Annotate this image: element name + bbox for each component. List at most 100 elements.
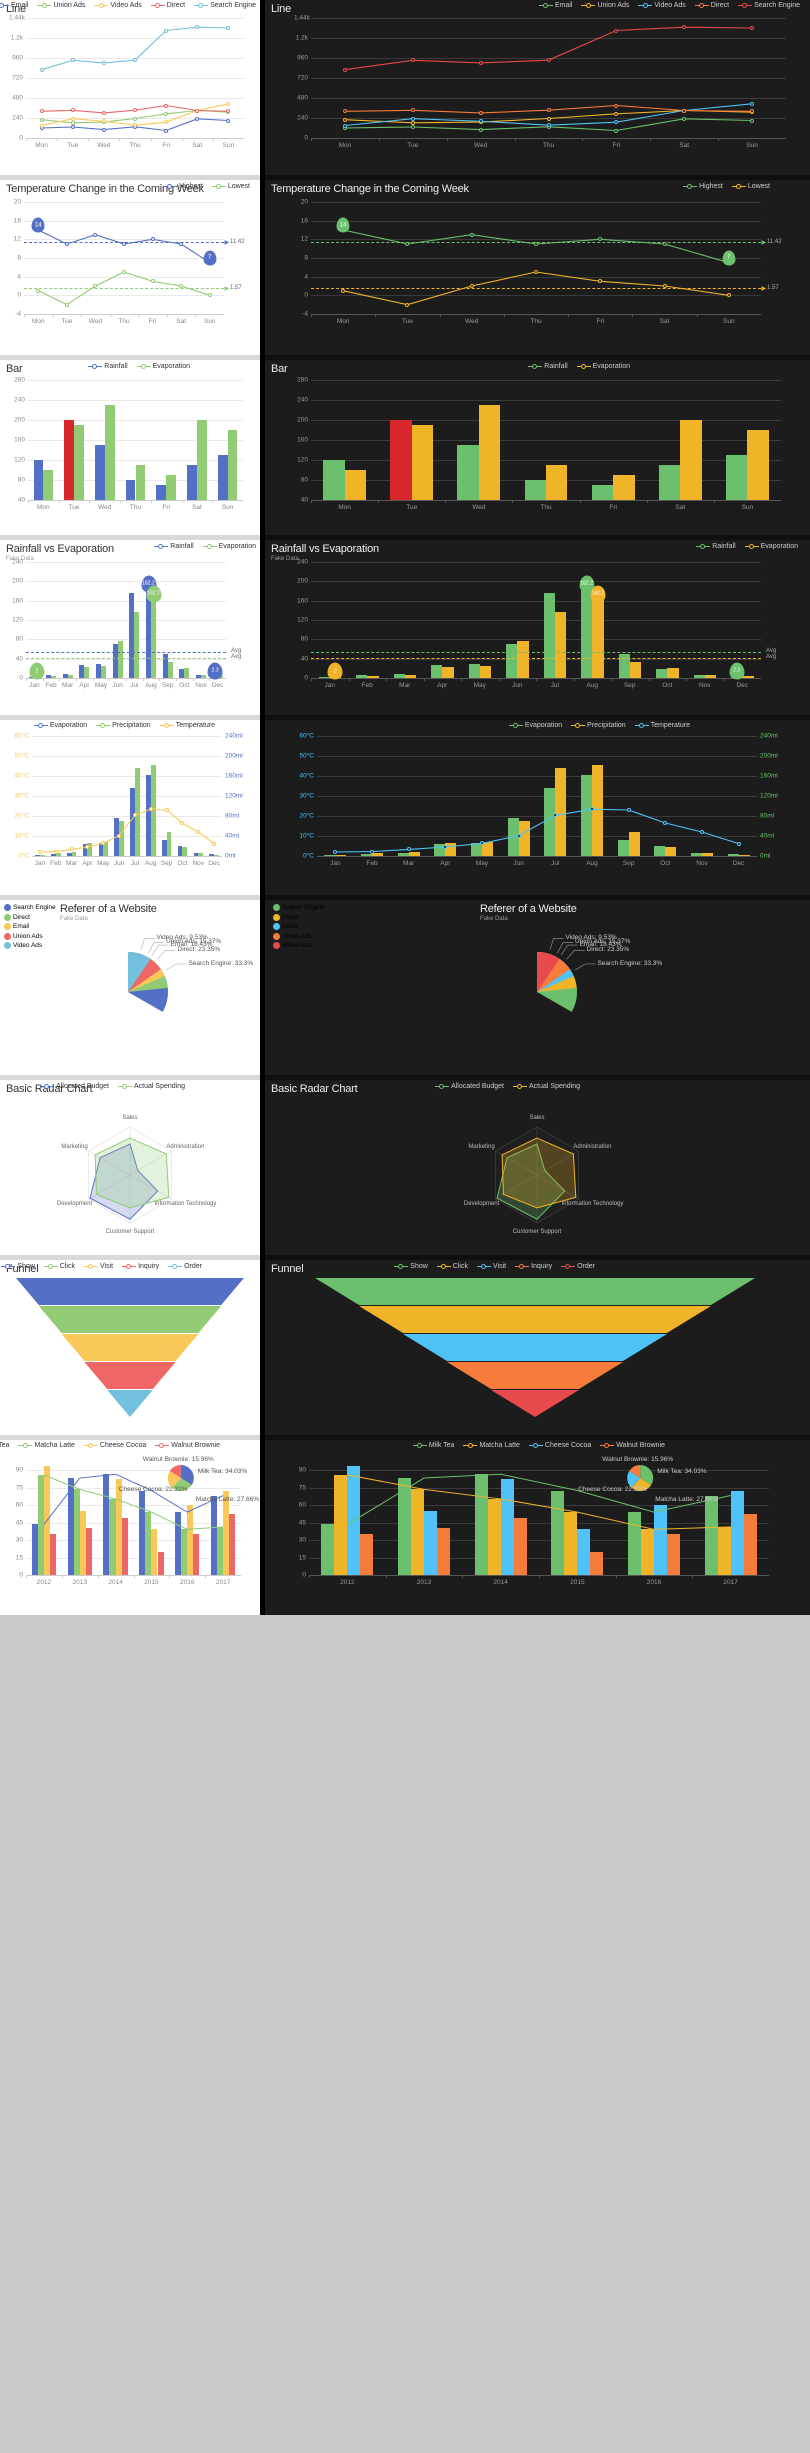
legend-item-matcha-latte[interactable]: Matcha Latte	[18, 1442, 75, 1449]
legend-item-walnut-brownie[interactable]: Walnut Brownie	[600, 1442, 665, 1449]
x-axis-tick: Sun	[723, 318, 735, 325]
legend-item-inquiry[interactable]: Inquiry	[122, 1263, 159, 1270]
legend-item-inquiry[interactable]: Inquiry	[515, 1263, 552, 1270]
legend-item-matcha-latte[interactable]: Matcha Latte	[463, 1442, 520, 1449]
legend-label: Milk Tea	[428, 1442, 455, 1449]
legend-item-evaporation[interactable]: Evaporation	[136, 363, 190, 370]
legend-item-direct[interactable]: Direct	[694, 2, 729, 9]
y-axis-tick: 200	[14, 416, 25, 424]
x-axis-tick: Apr	[437, 682, 448, 689]
legend-item-precipitation[interactable]: Precipitation	[571, 722, 626, 729]
legend-item-order[interactable]: Order	[561, 1263, 595, 1270]
data-point	[101, 127, 106, 132]
legend-item-evaporation[interactable]: Evaporation	[576, 363, 630, 370]
legend-item-evaporation[interactable]: Evaporation	[33, 722, 87, 729]
legend-marker-video-ads	[4, 942, 11, 949]
legend-item-rainfall[interactable]: Rainfall	[696, 543, 736, 550]
y-axis-tick: 15	[298, 1554, 306, 1561]
legend-item-email[interactable]: Email	[538, 2, 572, 9]
legend-item-actual-spending[interactable]: Actual Spending	[118, 1083, 185, 1090]
legend-item-allocated-budget[interactable]: Allocated Budget	[435, 1083, 504, 1090]
x-axis-tick: Jan	[330, 860, 341, 867]
legend-item-email[interactable]: Email	[4, 923, 56, 930]
x-axis-tick: Dec	[208, 860, 220, 867]
legend-item-evaporation[interactable]: Evaporation	[744, 543, 798, 550]
legend-item-video-ads[interactable]: Video Ads	[638, 2, 686, 9]
y-axis-tick: 200	[297, 577, 308, 585]
y-axis-left-tick: 20°C	[14, 812, 29, 820]
legend-item-search-engine[interactable]: Search Engine	[738, 2, 800, 9]
legend-item-highest[interactable]: Highest	[163, 183, 203, 190]
legend-item-union-ads[interactable]: Union Ads	[4, 932, 56, 940]
bar	[665, 846, 677, 856]
legend-item-video-ads[interactable]: Video Ads	[4, 942, 56, 949]
y-axis-right-tick: 240ml	[760, 732, 778, 740]
x-axis-tick-mark	[646, 500, 648, 503]
legend-item-video-ads[interactable]: Video Ads	[94, 2, 142, 9]
mark-line	[311, 288, 761, 289]
legend-item-evaporation[interactable]: Evaporation	[202, 543, 256, 550]
legend-item-email[interactable]: Email	[0, 2, 28, 9]
x-axis-tick: Oct	[177, 860, 188, 867]
legend-item-rainfall[interactable]: Rainfall	[88, 363, 128, 370]
chart-title: Rainfall vs Evaporation	[6, 543, 114, 555]
data-point	[614, 120, 619, 125]
legend-item-walnut-brownie[interactable]: Walnut Brownie	[155, 1442, 220, 1449]
legend-item-cheese-cocoa[interactable]: Cheese Cocoa	[528, 1442, 591, 1449]
legend-item-milk-tea[interactable]: Milk Tea	[0, 1442, 9, 1449]
legend-item-lowest[interactable]: Lowest	[211, 183, 250, 190]
legend-label: Click	[59, 1263, 75, 1270]
bar	[581, 774, 592, 856]
bar	[474, 1474, 488, 1575]
legend-item-direct[interactable]: Direct	[4, 913, 56, 921]
legend-item-union-ads[interactable]: Union Ads	[273, 932, 325, 940]
x-axis-tick: Thu	[542, 142, 555, 149]
y-axis-tick: 240	[12, 114, 23, 122]
bar	[360, 1534, 374, 1575]
legend-item-rainfall[interactable]: Rainfall	[528, 363, 568, 370]
legend-item-search-engine[interactable]: Search Engine	[273, 904, 325, 911]
legend-item-direct[interactable]: Direct	[150, 2, 185, 9]
x-axis-tick: Apr	[440, 860, 451, 867]
legend-item-click[interactable]: Click	[436, 1263, 468, 1270]
bar	[658, 465, 681, 500]
legend-item-rainfall[interactable]: Rainfall	[154, 543, 194, 550]
mark-line-arrow: ▶	[224, 239, 230, 246]
legend-item-visit[interactable]: Visit	[83, 1263, 113, 1270]
legend-item-actual-spending[interactable]: Actual Spending	[513, 1083, 580, 1090]
legend-item-precipitation[interactable]: Precipitation	[96, 722, 151, 729]
legend-item-email[interactable]: Email	[273, 923, 325, 930]
legend-item-lowest[interactable]: Lowest	[731, 183, 770, 190]
legend-item-cheese-cocoa[interactable]: Cheese Cocoa	[83, 1442, 146, 1449]
legend-item-search-engine[interactable]: Search Engine	[194, 2, 256, 9]
legend-marker-visit	[83, 1263, 98, 1270]
bar	[96, 664, 101, 678]
legend-label: Inquiry	[138, 1263, 160, 1270]
mark-line-label: Avg	[766, 648, 777, 655]
legend-item-direct[interactable]: Direct	[273, 913, 325, 921]
legend-item-union-ads[interactable]: Union Ads	[37, 2, 85, 9]
legend-item-click[interactable]: Click	[43, 1263, 75, 1270]
legend-item-milk-tea[interactable]: Milk Tea	[412, 1442, 455, 1449]
legend-item-search-engine[interactable]: Search Engine	[4, 904, 56, 911]
legend-marker-search-engine	[273, 904, 280, 911]
legend-item-order[interactable]: Order	[168, 1263, 202, 1270]
gridline	[311, 581, 761, 583]
legend-item-evaporation[interactable]: Evaporation	[508, 722, 562, 729]
chart-row-funnel: FunnelShowClickVisitInquiryOrderShow(100…	[0, 1260, 810, 1435]
legend-item-visit[interactable]: Visit	[476, 1263, 506, 1270]
legend-item-temperature[interactable]: Temperature	[159, 722, 215, 729]
legend-item-allocated-budget[interactable]: Allocated Budget	[40, 1083, 109, 1090]
x-axis-tick: Sun	[746, 142, 758, 149]
legend-item-highest[interactable]: Highest	[683, 183, 723, 190]
legend-item-video-ads[interactable]: Video Ads	[273, 942, 325, 949]
legend-item-show[interactable]: Show	[394, 1263, 428, 1270]
bar	[210, 1495, 217, 1575]
x-axis-tick-mark	[92, 678, 94, 681]
chart-legend: Highest Lowest	[163, 183, 250, 190]
legend-item-show[interactable]: Show	[1, 1263, 35, 1270]
legend-item-union-ads[interactable]: Union Ads	[581, 2, 629, 9]
legend-item-temperature[interactable]: Temperature	[634, 722, 690, 729]
x-axis-tick-mark	[650, 138, 652, 141]
bar	[101, 665, 106, 678]
